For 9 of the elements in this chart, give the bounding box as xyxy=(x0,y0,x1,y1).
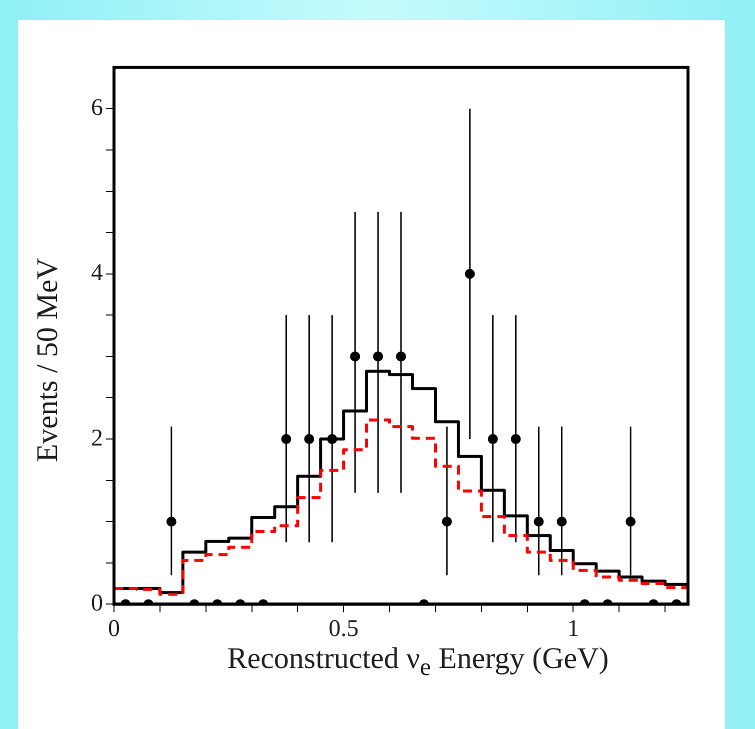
y-tick-label: 6 xyxy=(91,94,103,121)
y-tick-label: 0 xyxy=(91,590,103,616)
y-axis-title: Events / 50 MeV xyxy=(31,258,65,462)
x-tick-label: 0 xyxy=(108,616,120,642)
y-tick-label: 4 xyxy=(91,260,103,286)
y-tick-label: 2 xyxy=(91,425,103,452)
x-tick-label: 0.5 xyxy=(328,616,359,642)
x-tick-label: 1 xyxy=(567,616,580,642)
x-axis-title: Reconstructed ν$_{e}$ Energy (GeV) xyxy=(226,642,610,682)
